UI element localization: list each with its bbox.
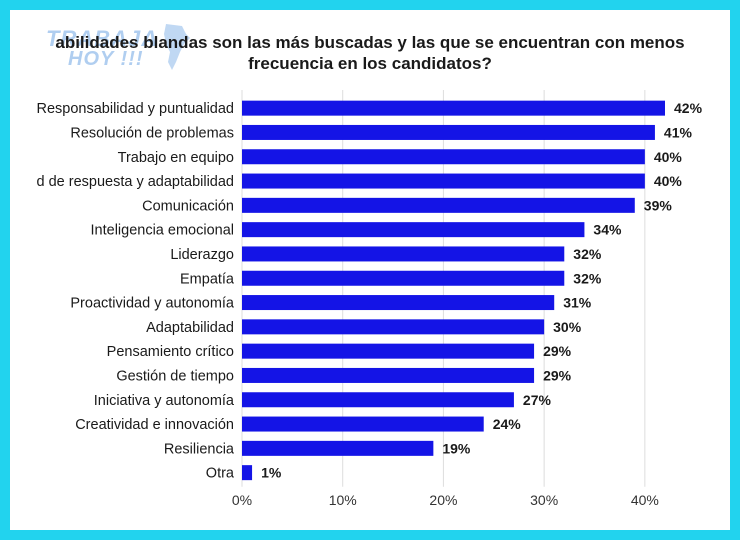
map-icon bbox=[164, 24, 190, 70]
bar bbox=[242, 465, 253, 481]
bar bbox=[242, 173, 645, 189]
bar bbox=[242, 222, 585, 238]
category-label: Empatía bbox=[180, 271, 235, 287]
bar bbox=[242, 440, 434, 456]
x-tick-label: 20% bbox=[429, 492, 457, 508]
chart-title-line2: frecuencia en los candidatos? bbox=[248, 54, 492, 73]
bar bbox=[242, 367, 535, 383]
x-tick-label: 30% bbox=[530, 492, 558, 508]
value-label: 34% bbox=[593, 222, 622, 238]
category-label: Resolución de problemas bbox=[70, 125, 234, 141]
category-label: Trabajo en equipo bbox=[118, 150, 234, 166]
x-tick-label: 0% bbox=[232, 492, 252, 508]
category-label: Otra bbox=[206, 466, 235, 482]
bar bbox=[242, 100, 665, 116]
category-label: Resiliencia bbox=[164, 441, 235, 457]
category-label: Iniciativa y autonomía bbox=[94, 393, 235, 409]
category-label: Inteligencia emocional bbox=[91, 223, 234, 239]
value-label: 19% bbox=[442, 440, 471, 456]
x-tick-label: 40% bbox=[631, 492, 659, 508]
bar bbox=[242, 270, 565, 286]
watermark-logo: TRABAJA HOY !!! bbox=[38, 16, 208, 86]
category-label: Responsabilidad y puntualidad bbox=[36, 101, 234, 117]
bar bbox=[242, 392, 514, 408]
value-label: 39% bbox=[644, 197, 673, 213]
value-label: 29% bbox=[543, 367, 572, 383]
bar bbox=[242, 124, 655, 140]
value-label: 42% bbox=[674, 100, 703, 116]
value-label: 24% bbox=[493, 416, 522, 432]
watermark-text-line2: HOY !!! bbox=[68, 48, 144, 70]
category-label: Gestión de tiempo bbox=[116, 368, 234, 384]
chart-title: abilidades blandas son las más buscadas … bbox=[10, 32, 730, 74]
category-label: Comunicación bbox=[142, 198, 234, 214]
category-label: Liderazgo bbox=[170, 247, 234, 263]
value-label: 41% bbox=[664, 124, 693, 140]
value-label: 32% bbox=[573, 246, 602, 262]
bar bbox=[242, 149, 645, 165]
bar bbox=[242, 246, 565, 262]
chart-title-line1: abilidades blandas son las más buscadas … bbox=[55, 33, 685, 52]
chart-card: Responsabilidad y puntualidad 42% Resoluci… bbox=[10, 10, 730, 530]
category-label: Pensamiento crítico bbox=[107, 344, 234, 360]
bar bbox=[242, 319, 545, 335]
bar bbox=[242, 416, 484, 432]
value-label: 32% bbox=[573, 270, 602, 286]
value-label: 29% bbox=[543, 343, 572, 359]
bar bbox=[242, 295, 555, 311]
category-label: Proactividad y autonomía bbox=[70, 296, 235, 312]
value-label: 31% bbox=[563, 295, 592, 311]
x-tick-label: 10% bbox=[329, 492, 357, 508]
value-label: 1% bbox=[261, 465, 282, 481]
bar bbox=[242, 343, 535, 359]
value-label: 40% bbox=[654, 149, 683, 165]
watermark-text-line1: TRABAJA bbox=[46, 26, 159, 51]
value-label: 30% bbox=[553, 319, 582, 335]
value-label: 27% bbox=[523, 392, 552, 408]
value-label: 40% bbox=[654, 173, 683, 189]
category-label: Adaptabilidad bbox=[146, 320, 234, 336]
bar-chart: Responsabilidad y puntualidad 42% Resoluci… bbox=[36, 90, 703, 508]
category-label: Creatividad e innovación bbox=[75, 417, 234, 433]
bar bbox=[242, 197, 635, 213]
category-label: d de respuesta y adaptabilidad bbox=[36, 174, 234, 190]
